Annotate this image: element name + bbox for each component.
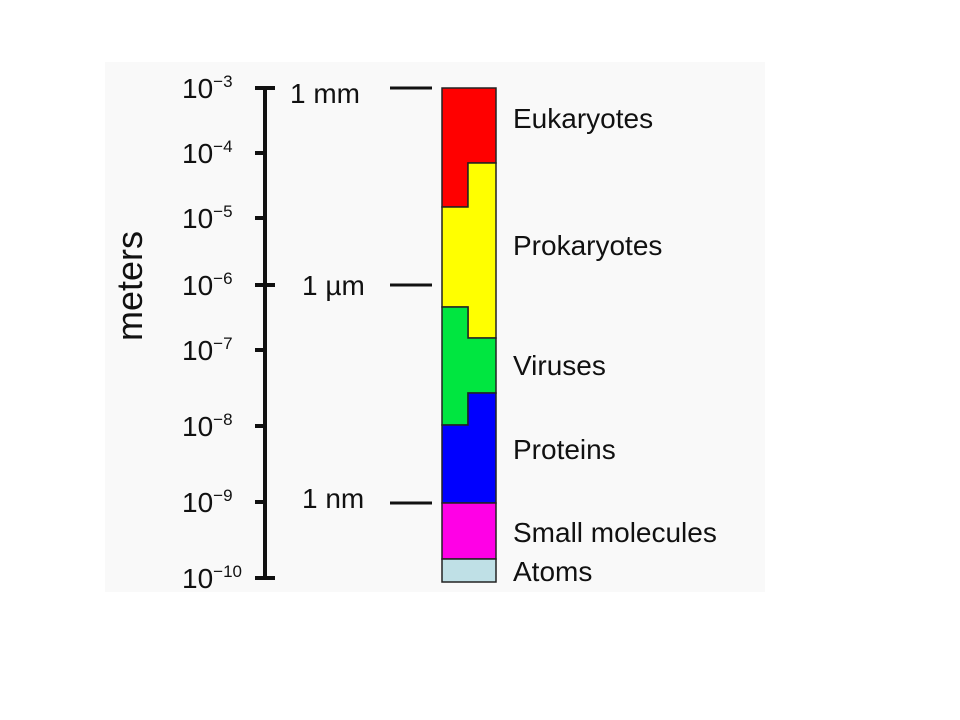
tick-exponent: −6 xyxy=(213,269,232,288)
tick-exponent: −7 xyxy=(213,334,232,353)
tick-base: 10 xyxy=(182,138,213,169)
tick-exponent: −10 xyxy=(213,562,242,581)
tick-base: 10 xyxy=(182,411,213,442)
tick-exponent: −8 xyxy=(213,410,232,429)
tick-base: 10 xyxy=(182,270,213,301)
tick-label: 10−3 xyxy=(182,72,233,104)
tick-label: 10−9 xyxy=(182,486,233,518)
tick-exponent: −3 xyxy=(213,72,232,91)
tick-label: 10−4 xyxy=(182,137,233,169)
size-column xyxy=(441,87,497,583)
tick-label: 10−8 xyxy=(182,410,233,442)
group-label: Eukaryotes xyxy=(513,103,653,134)
tick-base: 10 xyxy=(182,203,213,234)
group-label: Atoms xyxy=(513,556,592,587)
scale-marks: 1 mm 1 µm 1 nm xyxy=(290,78,432,514)
panel xyxy=(105,62,765,592)
tick-exponent: −5 xyxy=(213,202,232,221)
tick-base: 10 xyxy=(182,73,213,104)
tick-exponent: −4 xyxy=(213,137,232,156)
scale-mark: 1 nm xyxy=(302,483,364,514)
group-label: Small molecules xyxy=(513,517,717,548)
tick-label: 10−7 xyxy=(182,334,233,366)
tick-base: 10 xyxy=(182,335,213,366)
group-label: Proteins xyxy=(513,434,616,465)
atoms-region xyxy=(441,558,497,583)
scale-mark: 1 mm xyxy=(290,78,360,109)
tick-base: 10 xyxy=(182,563,213,594)
tick-label: 10−10 xyxy=(182,562,242,594)
group-label: Viruses xyxy=(513,350,606,381)
scale-mark: 1 µm xyxy=(302,270,365,301)
tick-base: 10 xyxy=(182,487,213,518)
tick-label: 10−5 xyxy=(182,202,233,234)
group-labels: Eukaryotes Prokaryotes Viruses Proteins … xyxy=(513,103,717,587)
axis xyxy=(255,86,275,580)
tick-label: 10−6 xyxy=(182,269,233,301)
small-molecules-region xyxy=(441,502,497,560)
tick-exponent: −9 xyxy=(213,486,232,505)
group-label: Prokaryotes xyxy=(513,230,662,261)
axis-label: meters xyxy=(109,231,150,341)
